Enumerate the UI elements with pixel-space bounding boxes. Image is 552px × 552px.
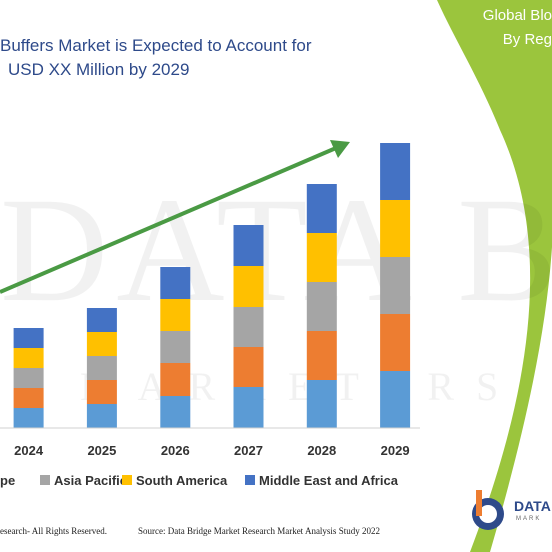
side-panel-inner bbox=[490, 150, 552, 552]
side-panel-line-2: By Reg bbox=[502, 31, 552, 48]
bar-segment-2025-1 bbox=[86, 380, 117, 404]
bar-segment-2029-3 bbox=[380, 200, 411, 257]
legend-label-1: Asia Pacific bbox=[54, 473, 127, 488]
bar-segment-2029-1 bbox=[380, 314, 411, 371]
bar-segment-2029-2 bbox=[380, 257, 411, 314]
legend-swatch-2 bbox=[122, 475, 132, 485]
bar-segment-2024-0 bbox=[13, 408, 44, 428]
legend-label-3: Middle East and Africa bbox=[259, 473, 399, 488]
x-tick-label-2027: 2027 bbox=[234, 443, 263, 458]
x-tick-label-2025: 2025 bbox=[87, 443, 116, 458]
legend-label-0: pe bbox=[0, 473, 15, 488]
watermark-sub: MARKETERS bbox=[80, 364, 520, 409]
brand-sub: MARK bbox=[516, 516, 542, 522]
bar-segment-2025-0 bbox=[86, 404, 117, 428]
bar-group bbox=[0, 143, 420, 429]
legend-swatch-3 bbox=[245, 475, 255, 485]
side-panel-title: Global Blo By Reg bbox=[483, 4, 552, 52]
bar-segment-2027-1 bbox=[233, 347, 264, 387]
bar-segment-2027-2 bbox=[233, 307, 264, 347]
bar-segment-2024-4 bbox=[13, 328, 44, 348]
trend-arrow-head bbox=[330, 140, 350, 158]
chart-title-line-2: USD XX Million by 2029 bbox=[8, 60, 190, 79]
x-tick-label-2028: 2028 bbox=[307, 443, 336, 458]
legend-swatch-1 bbox=[40, 475, 50, 485]
bar-segment-2025-3 bbox=[86, 332, 117, 356]
bar-segment-2028-2 bbox=[306, 282, 337, 331]
brand-logo bbox=[472, 490, 504, 530]
x-tick-label-2029: 2029 bbox=[381, 443, 410, 458]
bar-segment-2026-4 bbox=[160, 267, 191, 299]
bar-segment-2025-2 bbox=[86, 356, 117, 380]
bar-segment-2024-2 bbox=[13, 368, 44, 388]
bar-segment-2028-1 bbox=[306, 331, 337, 380]
bar-segment-2025-4 bbox=[86, 308, 117, 332]
legend-label-2: South America bbox=[136, 473, 228, 488]
x-tick-label-2026: 2026 bbox=[161, 443, 190, 458]
bar-segment-2024-3 bbox=[13, 348, 44, 368]
bar-segment-2027-4 bbox=[233, 225, 264, 266]
bar-segment-2029-0 bbox=[380, 371, 411, 428]
x-tick-label-2024: 2024 bbox=[14, 443, 44, 458]
bar-segment-2026-1 bbox=[160, 363, 191, 396]
side-panel bbox=[437, 0, 552, 552]
legend: pe Asia Pacific South America Middle East a… bbox=[0, 473, 399, 488]
bar-segment-2026-2 bbox=[160, 331, 191, 363]
bar-segment-2024-1 bbox=[13, 388, 44, 408]
chart-title-line-1: Buffers Market is Expected to Account fo… bbox=[0, 36, 312, 55]
chart-title: Buffers Market is Expected to Account fo… bbox=[0, 34, 400, 82]
bar-segment-2027-0 bbox=[233, 387, 264, 428]
bar-segment-2028-4 bbox=[306, 184, 337, 233]
copyright-note: esearch- All Rights Reserved. bbox=[0, 526, 107, 536]
bar-segment-2028-0 bbox=[306, 380, 337, 428]
bar-segment-2028-3 bbox=[306, 233, 337, 282]
side-panel-line-1: Global Blo bbox=[482, 7, 552, 24]
brand-name: DATA bbox=[514, 498, 551, 514]
x-tick-group: 2024 2025 2026 2027 2028 2029 bbox=[14, 443, 409, 458]
watermark-text: DATA BRI bbox=[0, 167, 552, 333]
source-note: Source: Data Bridge Market Research Mark… bbox=[138, 526, 380, 536]
trend-arrow-line bbox=[0, 146, 337, 294]
bar-segment-2026-3 bbox=[160, 299, 191, 331]
bar-segment-2026-0 bbox=[160, 396, 191, 428]
bar-segment-2027-3 bbox=[233, 266, 264, 307]
bar-segment-2029-4 bbox=[380, 143, 411, 200]
